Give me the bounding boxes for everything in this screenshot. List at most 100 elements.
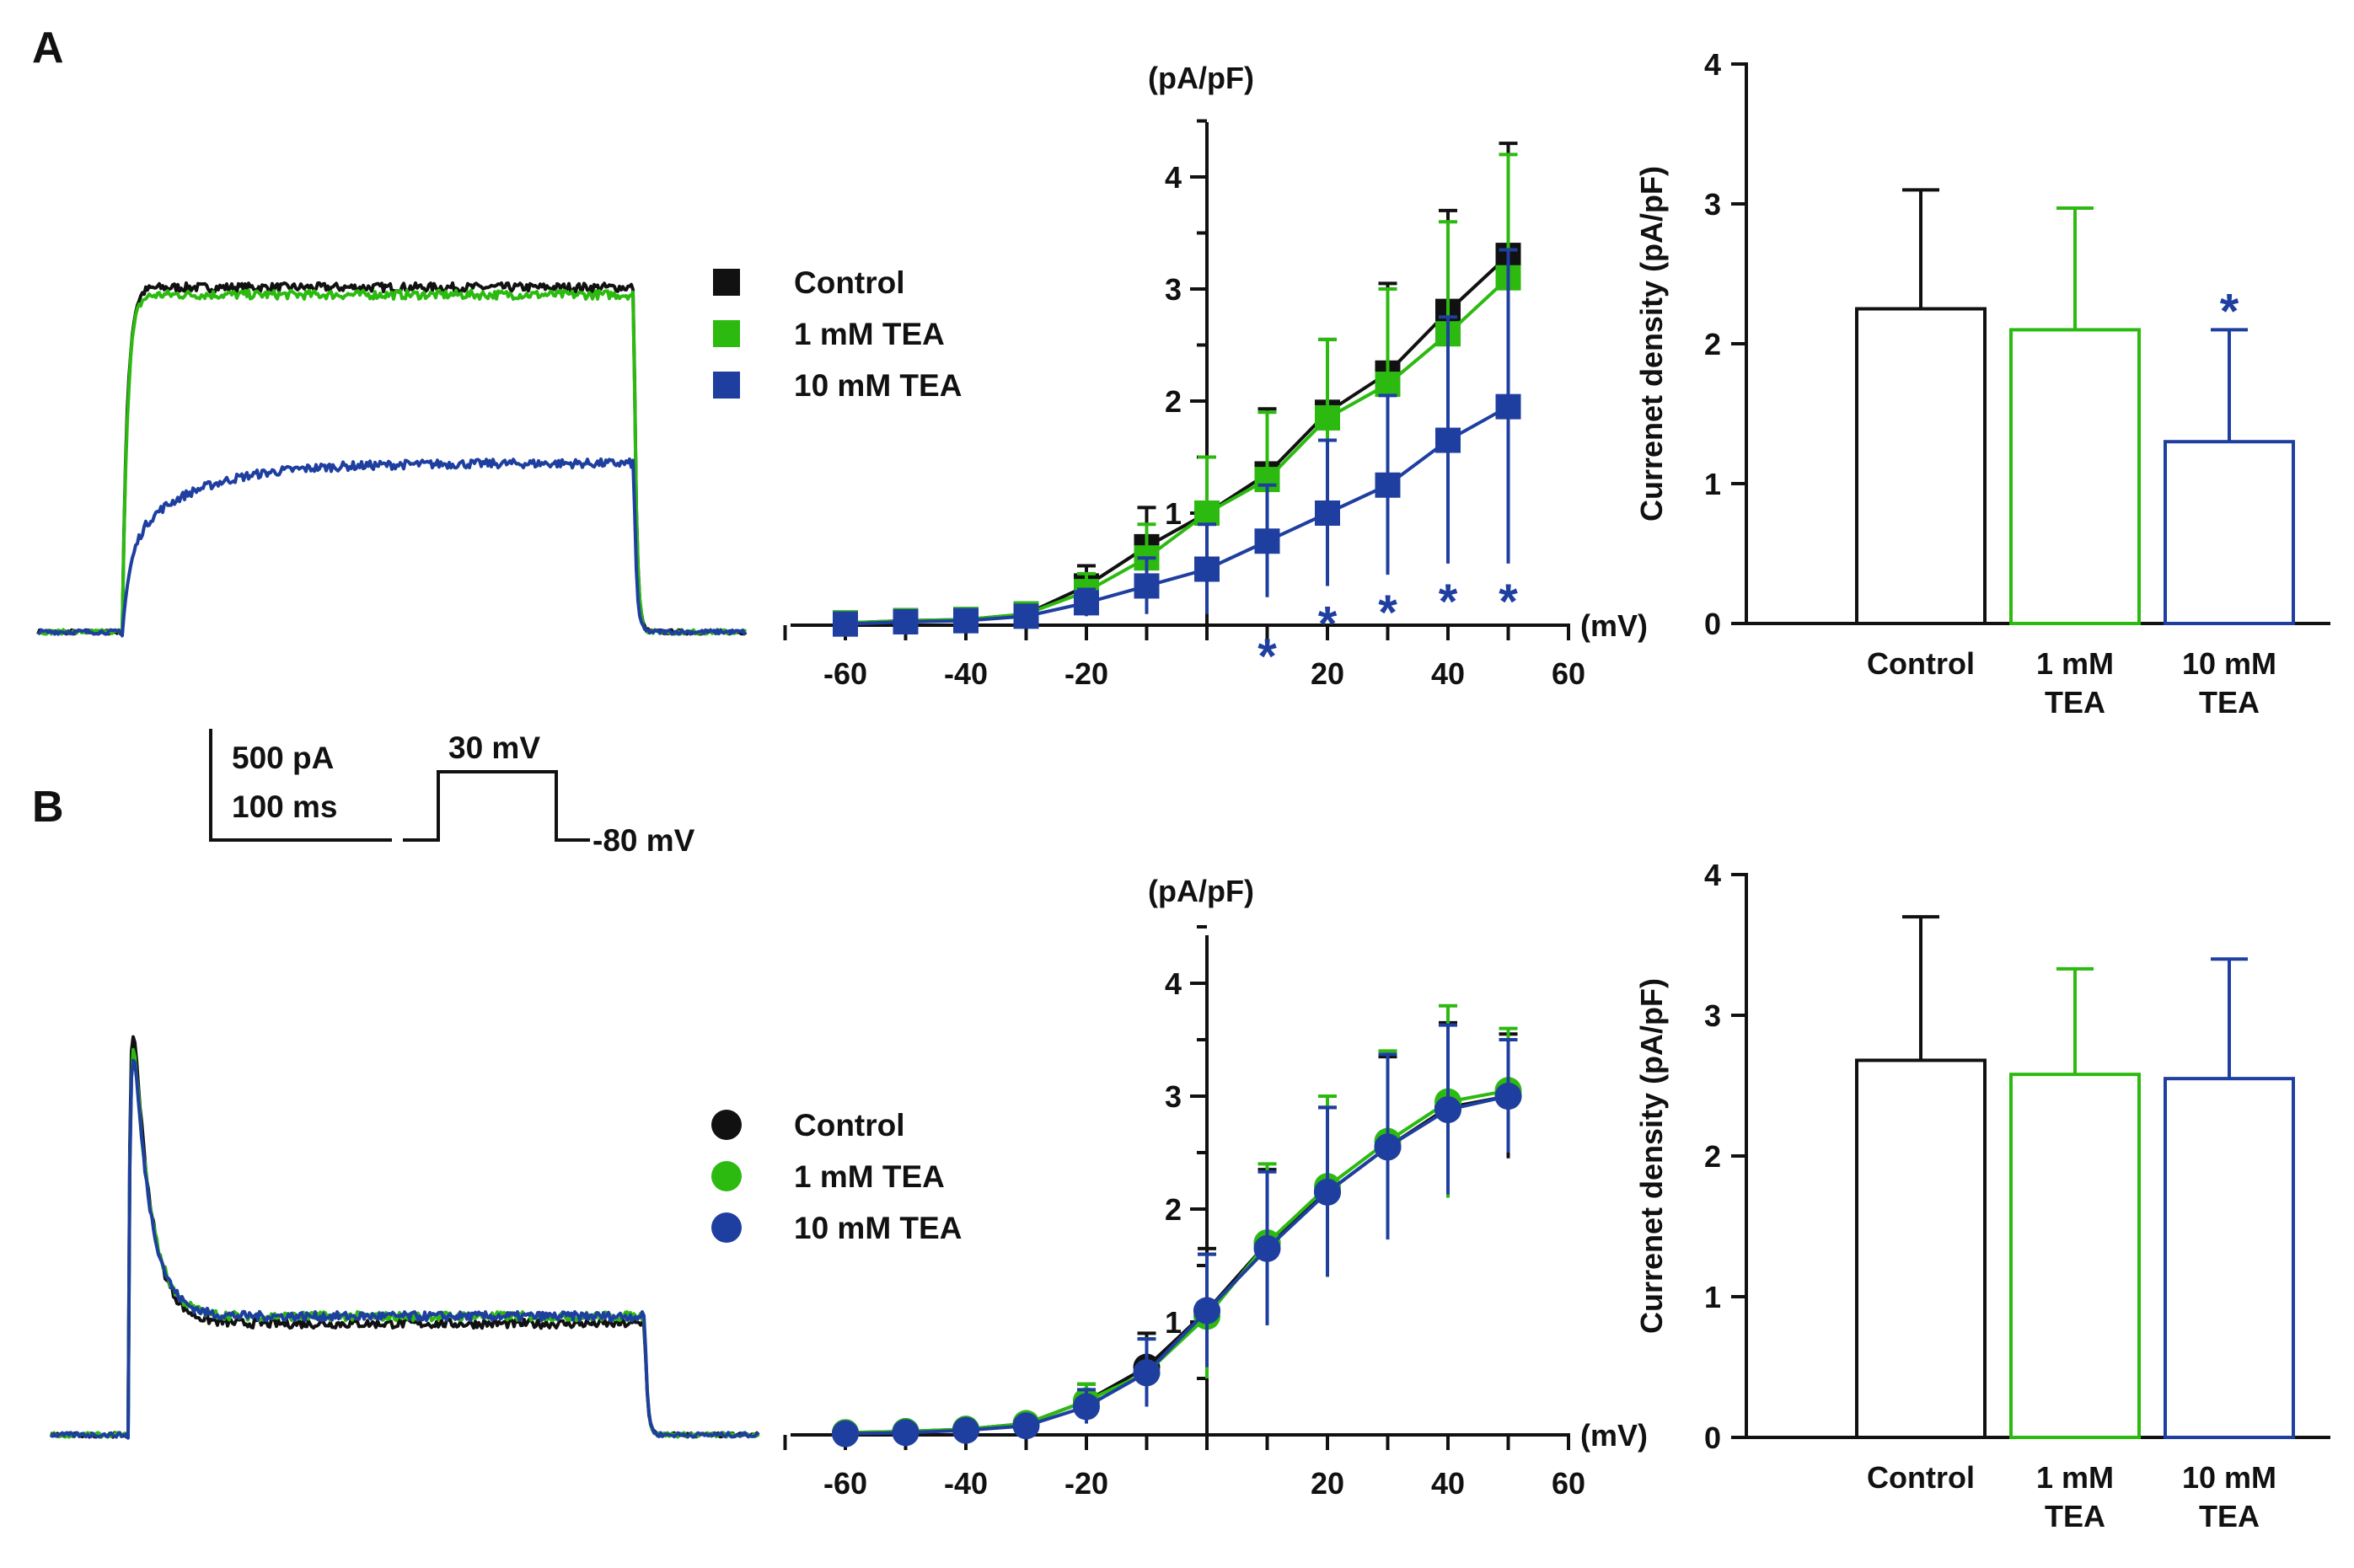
y-axis-label: Currenet density (pA/pF) — [1634, 978, 1669, 1334]
data-point — [1375, 472, 1401, 498]
data-point — [1253, 1234, 1281, 1262]
series-line — [845, 254, 1509, 625]
data-point — [1314, 1178, 1341, 1206]
y-tick-label: 3 — [1165, 1079, 1182, 1114]
panel-label-b: B — [32, 783, 64, 832]
significance-star: * — [2220, 284, 2239, 339]
category-label: 10 mM — [2182, 646, 2276, 681]
legend-swatch — [711, 1212, 742, 1243]
legend-label: 1 mM TEA — [794, 1159, 945, 1194]
x-tick-label: -20 — [1064, 656, 1108, 691]
data-point — [1375, 372, 1401, 398]
trace-10-mm-tea — [36, 457, 748, 638]
x-tick-label: -20 — [1064, 1466, 1108, 1501]
y-tick-label: 4 — [1165, 160, 1182, 195]
y-tick-label: 0 — [1704, 607, 1721, 641]
data-point — [1315, 500, 1340, 526]
x-tick-label: 20 — [1311, 656, 1344, 691]
data-point — [893, 609, 919, 635]
y-unit-label: (pA/pF) — [1148, 61, 1254, 95]
data-point — [1194, 556, 1220, 582]
significance-star: * — [1499, 575, 1518, 629]
panel-a-current-traces — [36, 281, 748, 638]
y-axis-label: Currenet density (pA/pF) — [1634, 166, 1669, 522]
bar-10-mm-tea — [2164, 440, 2295, 626]
data-point — [952, 1416, 979, 1444]
scale-time-label: 100 ms — [232, 789, 338, 824]
data-point — [1435, 427, 1461, 453]
data-point — [1193, 1297, 1220, 1325]
y-tick-label: 2 — [1704, 327, 1721, 361]
y-tick-label: 1 — [1704, 1280, 1721, 1314]
data-point — [892, 1419, 920, 1447]
bar-1-mm-tea — [2009, 328, 2141, 625]
bar-10-mm-tea — [2164, 1077, 2295, 1440]
category-label: TEA — [2045, 685, 2105, 720]
data-point — [1254, 528, 1280, 554]
y-tick-label: 2 — [1165, 384, 1182, 419]
voltage-protocol — [403, 770, 590, 842]
legend-swatch — [713, 269, 740, 296]
x-tick-label: 20 — [1311, 1466, 1344, 1501]
trace-10-mm-tea — [50, 1058, 759, 1440]
y-tick-label: 1 — [1165, 496, 1182, 531]
series-10-mm-tea — [833, 248, 1521, 637]
panel-label-a: A — [32, 24, 64, 72]
category-label: Control — [1867, 1460, 1975, 1495]
y-tick-label: 4 — [1704, 858, 1721, 892]
data-point — [1073, 1393, 1100, 1421]
data-point — [1012, 1412, 1040, 1440]
data-point — [1013, 603, 1039, 629]
y-tick-label: 0 — [1704, 1421, 1721, 1455]
significance-star: * — [1439, 575, 1458, 629]
y-tick-label: 4 — [1165, 966, 1182, 1001]
legend-label: Control — [794, 265, 905, 300]
panel-a-bar-chart: 0 1 2 3 4 Currenet density (pA/pF) Control 1 mM… — [1634, 47, 2330, 720]
data-point — [1315, 404, 1340, 431]
data-point — [953, 607, 979, 634]
x-tick-label: 60 — [1552, 656, 1585, 691]
data-point — [1494, 1083, 1522, 1110]
legend-label: Control — [794, 1108, 905, 1143]
category-label: TEA — [2045, 1499, 2105, 1533]
data-point — [832, 1420, 859, 1448]
y-tick-label: 1 — [1704, 467, 1721, 501]
panel-b-current-traces — [49, 1035, 760, 1440]
y-tick-label: 3 — [1165, 272, 1182, 307]
data-point — [833, 611, 858, 637]
panel-b-iv-curve: -60 -40 -20 20 40 60 1 2 3 4 (pA/pF) (mV) Control 1 m… — [711, 874, 1648, 1501]
y-tick-label: 4 — [1704, 47, 1721, 82]
bar-control — [1855, 1058, 1987, 1439]
x-unit-label: (mV) — [1580, 608, 1648, 643]
bar-control — [1855, 307, 1987, 625]
x-tick-label: 60 — [1552, 1466, 1585, 1501]
category-label: Control — [1867, 646, 1975, 681]
holding-voltage-label: -80 mV — [593, 823, 695, 858]
data-point — [1434, 1096, 1461, 1124]
data-point — [1495, 393, 1521, 420]
y-tick-label: 2 — [1165, 1192, 1182, 1227]
bar-1-mm-tea — [2009, 1073, 2141, 1439]
scale-current-label: 500 pA — [232, 741, 334, 775]
y-unit-label: (pA/pF) — [1148, 874, 1254, 908]
data-point — [1074, 590, 1099, 616]
legend-swatch — [713, 372, 740, 399]
scale-bar: 500 pA 100 ms 30 mV -80 mV — [209, 729, 695, 858]
series-10-mm-tea — [832, 1023, 1522, 1448]
x-unit-label: (mV) — [1580, 1418, 1648, 1453]
y-tick-label: 1 — [1165, 1305, 1182, 1340]
y-tick-label: 3 — [1704, 187, 1721, 222]
significance-star: * — [1378, 586, 1397, 640]
data-point — [1194, 500, 1220, 526]
x-tick-label: -40 — [944, 1466, 988, 1501]
x-tick-label: -60 — [823, 656, 867, 691]
category-label: 1 mM — [2036, 1460, 2114, 1495]
data-point — [1374, 1133, 1402, 1161]
legend-label: 1 mM TEA — [794, 317, 945, 351]
y-tick-label: 2 — [1704, 1139, 1721, 1174]
x-tick-label: 40 — [1431, 656, 1465, 691]
significance-star: * — [1318, 597, 1338, 651]
legend-swatch — [713, 320, 740, 347]
x-tick-label: -40 — [944, 656, 988, 691]
